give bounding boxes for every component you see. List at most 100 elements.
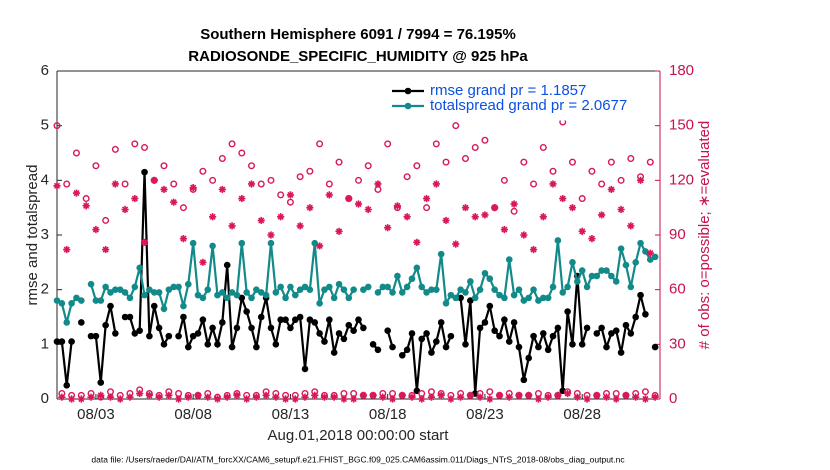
data-point (209, 213, 217, 221)
data-point (82, 195, 90, 203)
data-point (491, 286, 498, 293)
data-point (335, 158, 343, 166)
data-point (578, 341, 586, 348)
data-point (641, 388, 649, 396)
data-point (398, 351, 406, 359)
data-point (457, 393, 465, 401)
data-point (569, 341, 576, 348)
data-point (296, 286, 304, 293)
data-point (58, 338, 66, 345)
data-point (296, 313, 304, 321)
data-point (569, 259, 576, 266)
data-point (165, 332, 173, 340)
data-point (447, 332, 455, 340)
data-point (330, 393, 338, 401)
data-point (306, 204, 314, 212)
data-point (146, 286, 153, 293)
data-point (345, 321, 353, 329)
data-point (500, 176, 508, 184)
data-point (102, 283, 109, 291)
data-point (627, 283, 635, 291)
data-point (311, 319, 319, 326)
data-point (491, 204, 499, 212)
data-point (87, 393, 95, 401)
data-point (495, 391, 504, 399)
data-point (150, 289, 158, 296)
data-point (496, 291, 503, 299)
data-point (170, 180, 178, 188)
data-point (209, 176, 217, 184)
data-point (501, 316, 508, 324)
y-tick-label: 3 (41, 226, 49, 243)
data-point (257, 289, 265, 296)
data-point (364, 162, 372, 170)
data-point (326, 283, 333, 291)
data-point (189, 239, 197, 247)
data-point (306, 316, 314, 324)
data-point (476, 324, 484, 332)
data-point (525, 391, 533, 399)
data-point (515, 391, 523, 399)
data-point (145, 391, 153, 399)
data-point (194, 330, 202, 337)
data-point (92, 332, 100, 340)
data-point (204, 341, 212, 348)
data-point (175, 332, 182, 340)
y-axis-label: rmse and totalspread (24, 165, 41, 306)
data-point (350, 327, 357, 334)
data-point (486, 275, 494, 283)
data-point (564, 389, 572, 398)
data-point (622, 321, 630, 329)
data-point (267, 176, 275, 184)
data-point (403, 283, 411, 291)
data-point (637, 239, 644, 247)
data-point (510, 207, 518, 215)
data-point (554, 324, 562, 332)
data-point (544, 346, 552, 354)
data-point (632, 393, 640, 401)
data-point (486, 302, 494, 310)
legend (385, 77, 658, 121)
data-point (174, 395, 183, 403)
data-point (102, 216, 110, 224)
data-point (467, 278, 474, 285)
data-point (218, 185, 226, 194)
data-point (53, 182, 61, 190)
data-point (111, 145, 119, 153)
data-point (199, 316, 207, 324)
data-point (607, 158, 615, 166)
data-point (78, 319, 85, 326)
data-point (593, 272, 601, 280)
data-point (291, 316, 299, 324)
data-point (578, 195, 586, 203)
data-point (428, 286, 435, 293)
data-point (306, 167, 314, 175)
data-point (388, 395, 397, 403)
data-point (442, 158, 450, 166)
data-point (272, 289, 280, 296)
data-point (413, 162, 421, 170)
data-point (510, 319, 518, 326)
data-point (617, 176, 625, 184)
data-point (281, 395, 290, 403)
data-point (335, 227, 343, 235)
data-point (116, 286, 124, 293)
data-point (641, 395, 650, 403)
data-point (627, 222, 635, 230)
data-point (520, 376, 528, 384)
data-point (180, 313, 187, 321)
data-point (247, 180, 256, 188)
data-point (262, 291, 270, 299)
data-point (384, 224, 392, 232)
data-point (243, 395, 251, 403)
data-point (423, 330, 430, 337)
legend-label: totalspread grand pr = 2.0677 (430, 97, 627, 114)
data-point (267, 324, 275, 332)
data-point (194, 291, 202, 299)
data-point (602, 393, 611, 401)
data-point (622, 391, 630, 399)
data-point (598, 180, 606, 188)
data-point (126, 313, 134, 321)
data-point (248, 162, 256, 170)
y-tick-label: 1 (41, 335, 49, 352)
